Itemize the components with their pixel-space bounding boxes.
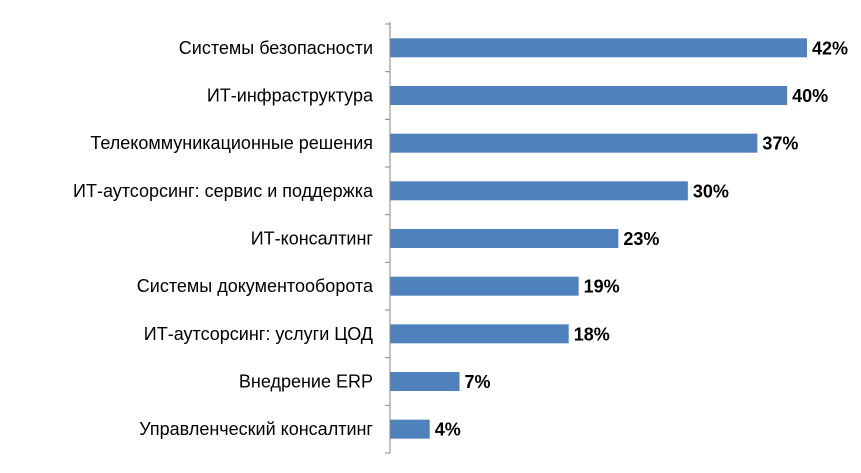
category-label: ИТ-инфраструктура xyxy=(207,86,374,106)
bar-group: ИТ-инфраструктура 40% xyxy=(207,86,828,107)
category-label: Системы документооборота xyxy=(137,276,374,296)
bar-group: ИТ-аутсорсинг: сервис и поддержка 30% xyxy=(73,181,729,202)
category-label: Системы безопасности xyxy=(179,38,373,58)
data-label: 37% xyxy=(762,134,798,154)
bar xyxy=(390,229,619,248)
bar xyxy=(390,419,430,439)
data-label: 4% xyxy=(435,420,461,440)
bar xyxy=(390,372,460,391)
bar xyxy=(390,276,579,296)
bar-group: ИТ-консалтинг 23% xyxy=(251,229,660,250)
data-label: 40% xyxy=(792,86,828,106)
data-label: 30% xyxy=(693,181,729,201)
bar xyxy=(390,133,758,153)
bar xyxy=(390,86,788,105)
data-label: 42% xyxy=(812,38,848,58)
bar-group: ИТ-аутсорсинг: услуги ЦОД 18% xyxy=(144,324,610,345)
bar xyxy=(390,181,688,201)
bar xyxy=(390,38,807,58)
bar-group: Телекоммуникационные решения 37% xyxy=(90,133,798,154)
bar-group: Управленческий консалтинг 4% xyxy=(139,419,460,440)
category-label: Телекоммуникационные решения xyxy=(90,133,373,153)
category-label: ИТ-аутсорсинг: сервис и поддержка xyxy=(73,181,374,201)
bar-group: Внедрение ERP 7% xyxy=(239,372,491,393)
category-label: ИТ-консалтинг xyxy=(251,229,374,249)
data-label: 7% xyxy=(465,372,491,392)
category-label: ИТ-аутсорсинг: услуги ЦОД xyxy=(144,324,373,344)
category-label: Внедрение ERP xyxy=(239,372,373,392)
bar-group: Системы документооборота 19% xyxy=(137,276,620,297)
data-label: 19% xyxy=(584,277,620,297)
bar-group: Системы безопасности 42% xyxy=(179,38,848,59)
bar xyxy=(390,324,569,344)
data-label: 23% xyxy=(623,229,659,249)
category-label: Управленческий консалтинг xyxy=(139,419,373,439)
data-label: 18% xyxy=(574,324,610,344)
